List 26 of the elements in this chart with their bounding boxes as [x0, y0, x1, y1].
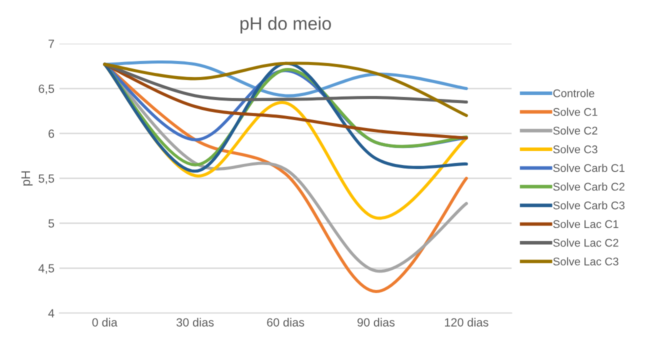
x-tick-label: 90 dias	[357, 318, 395, 327]
y-tick-label: 6,5	[38, 84, 54, 94]
y-tick-label: 5,5	[38, 174, 54, 184]
y-tick-label: 7	[48, 40, 54, 48]
legend-label: Solve Carb C3	[553, 201, 625, 210]
y-tick-label: 6	[48, 129, 54, 138]
y-tick-label: 5	[48, 219, 54, 228]
y-tick-label: 4	[48, 309, 54, 318]
line-series	[103, 62, 468, 118]
chart-title: pH do meio	[240, 16, 331, 34]
line-series	[103, 62, 468, 104]
legend-label: Solve Carb C2	[553, 182, 624, 191]
legend-label: Solve Lac C1	[553, 220, 618, 228]
y-axis-title: pH	[21, 171, 33, 186]
x-tick-label: 120 dias	[444, 318, 488, 327]
legend-label: Solve C3	[553, 145, 598, 154]
legend-label: Controle	[553, 89, 594, 98]
x-tick-label: 0 dia	[92, 318, 118, 327]
legend-label: Solve Lac C3	[553, 257, 618, 266]
legend-label: Solve C1	[553, 108, 598, 116]
legend-label: Solve Lac C2	[553, 238, 618, 247]
x-tick-label: 60 dias	[267, 318, 304, 327]
x-tick-label: 30 dias	[176, 318, 214, 327]
legend-label: Solve Carb C1	[553, 164, 624, 172]
legend-label: Solve C2	[553, 126, 598, 135]
y-tick-label: 4,5	[38, 264, 54, 274]
